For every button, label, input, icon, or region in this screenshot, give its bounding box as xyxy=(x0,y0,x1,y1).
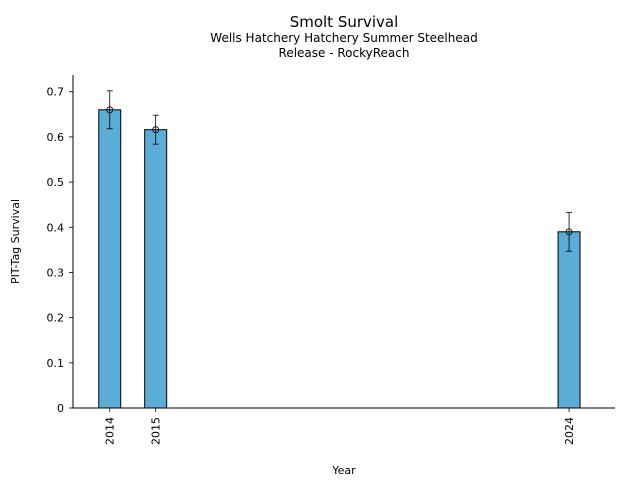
chart-subtitle-line-1: Wells Hatchery Hatchery Summer Steelhead xyxy=(210,31,478,45)
x-axis-label: Year xyxy=(331,464,356,477)
y-tick-label: 0.4 xyxy=(47,221,65,234)
y-tick-label: 0.2 xyxy=(47,312,65,325)
y-axis-label: PIT-Tag Survival xyxy=(9,199,22,284)
data-point-marker xyxy=(565,228,573,236)
y-tick-label: 0.6 xyxy=(47,131,65,144)
y-tick-label: 0.5 xyxy=(47,176,65,189)
chart-title: Smolt Survival xyxy=(289,13,399,31)
y-tick-label: 0.3 xyxy=(47,266,65,279)
bar xyxy=(98,109,122,409)
chart-subtitle-line-2: Release - RockyReach xyxy=(278,46,410,60)
bar xyxy=(557,231,581,409)
y-tick-label: 0.7 xyxy=(47,86,65,99)
data-point-marker xyxy=(152,126,160,134)
y-tick-label: 0.1 xyxy=(47,357,65,370)
bar xyxy=(144,129,168,409)
x-tick-label: 2014 xyxy=(104,417,117,445)
data-point-marker xyxy=(106,106,114,114)
y-tick-label: 0 xyxy=(57,402,64,415)
x-tick-label: 2024 xyxy=(563,417,576,445)
x-tick-label: 2015 xyxy=(150,417,163,445)
